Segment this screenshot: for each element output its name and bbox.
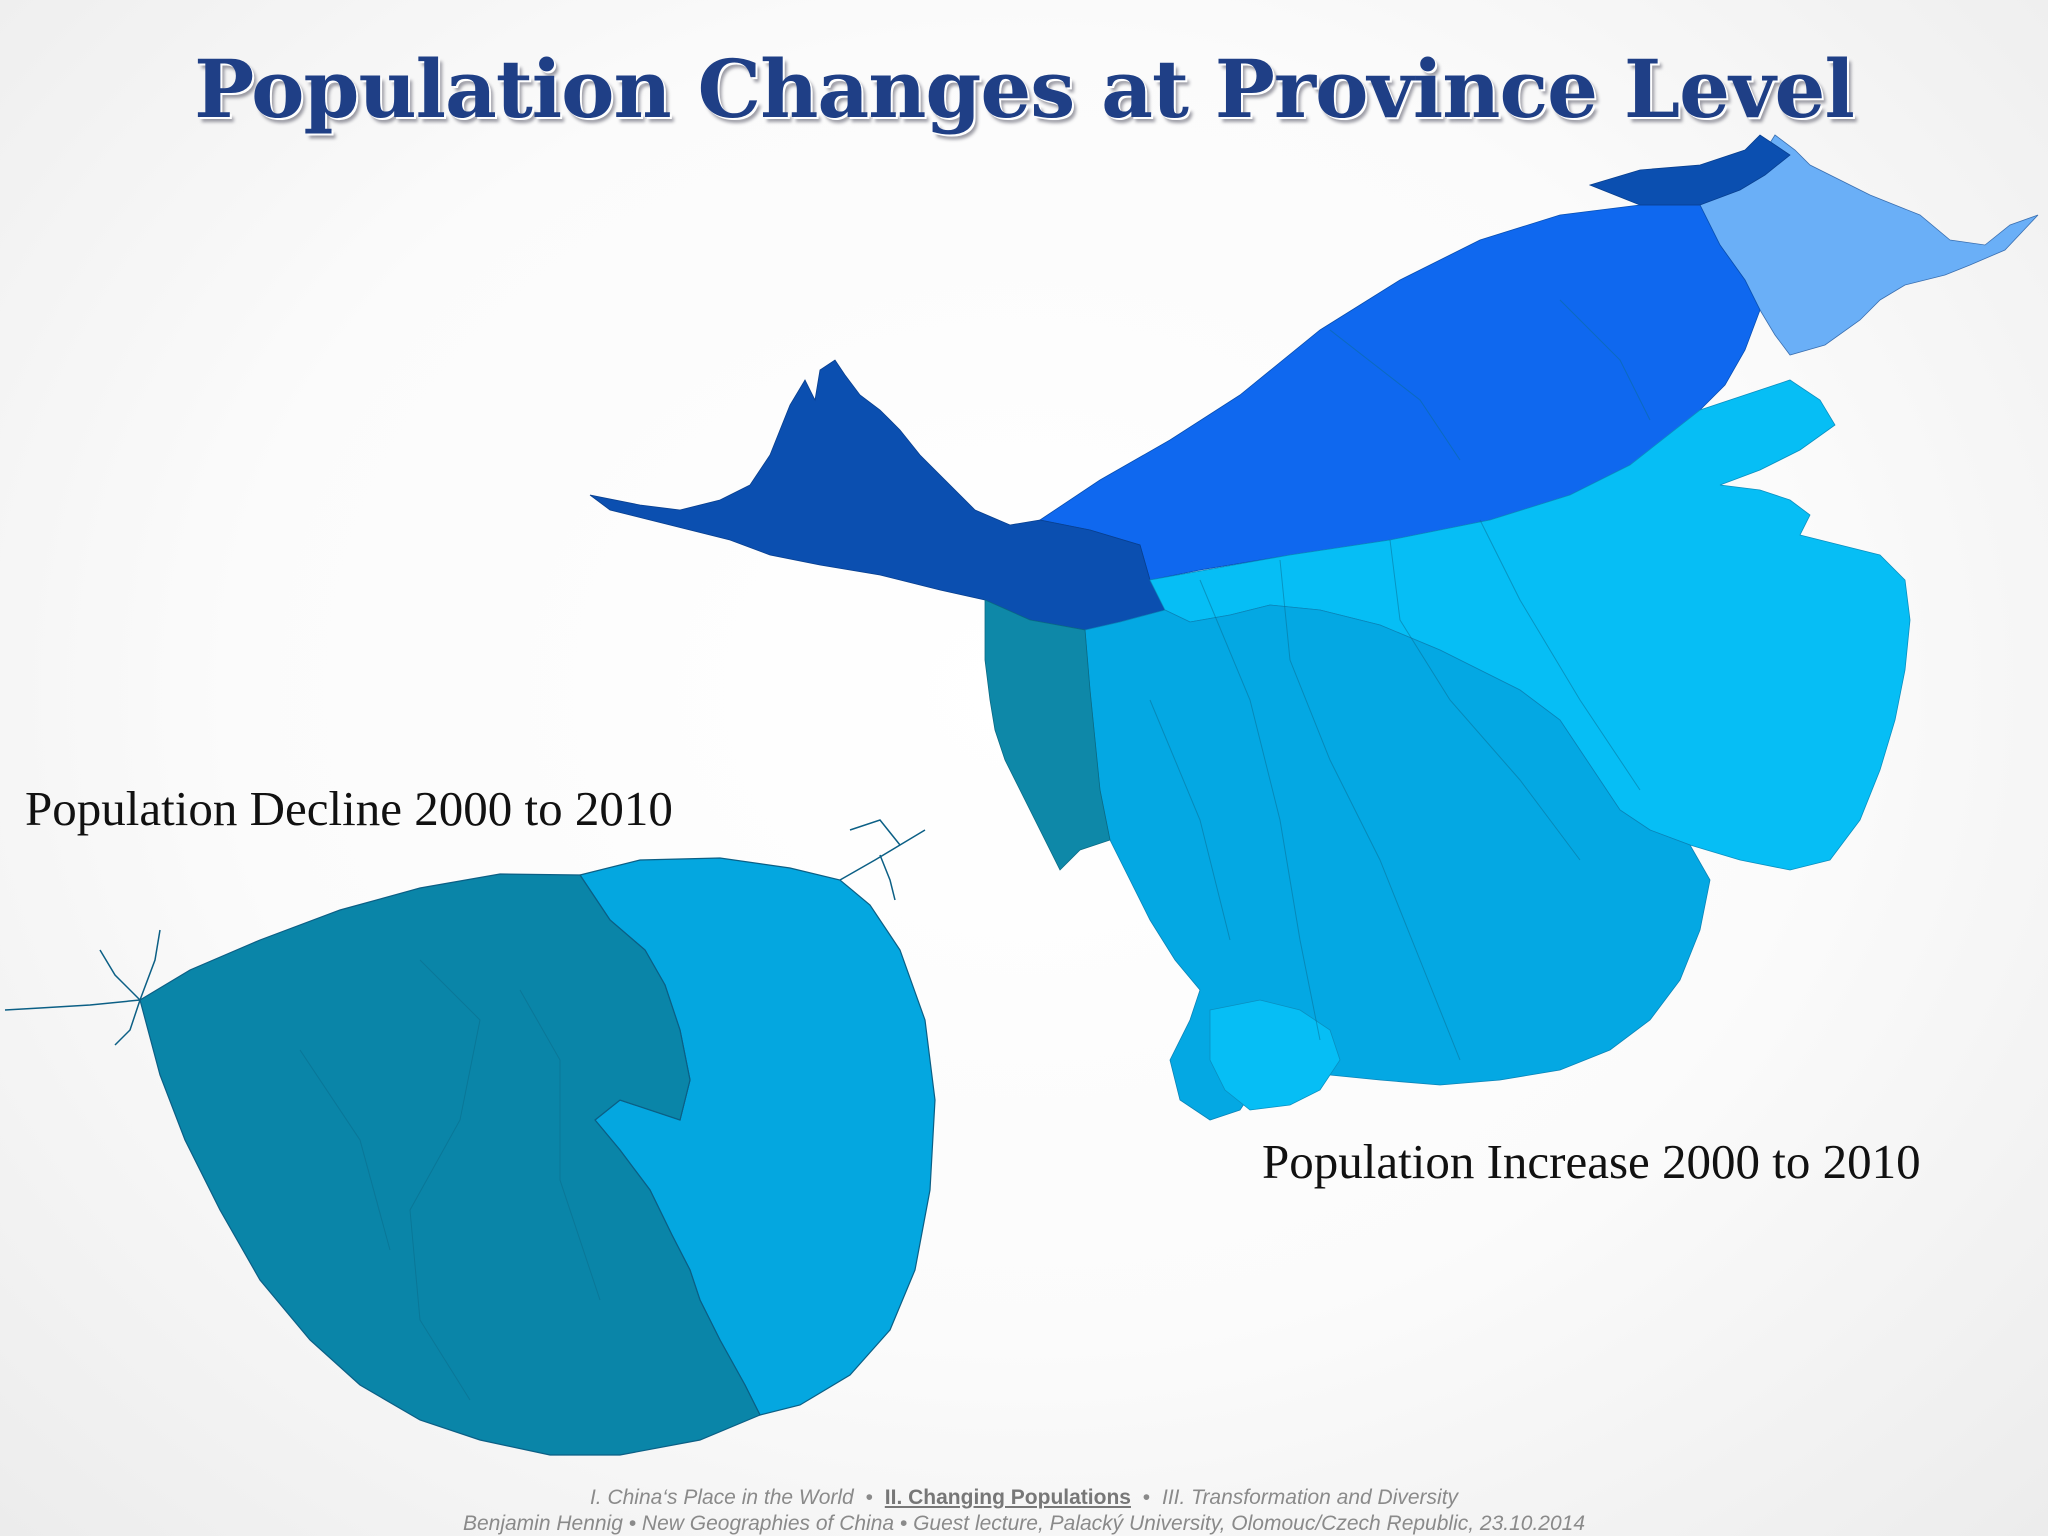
slide-title: Population Changes at Province Level: [194, 42, 1855, 136]
label-population-decline: Population Decline 2000 to 2010: [25, 781, 673, 836]
region-southwest: [984, 599, 1111, 871]
region-south-coast: [1209, 999, 1341, 1111]
footer-credit: Benjamin Hennig • New Geographies of Chi…: [462, 1512, 1586, 1535]
label-population-increase: Population Increase 2000 to 2010: [1262, 1134, 1921, 1189]
increase-cartogram: [589, 134, 2039, 1121]
region-borders: [1149, 299, 1651, 1061]
region-south: [1084, 604, 1711, 1121]
footer-navigation: I. China‘s Place in the World • II. Chan…: [0, 1486, 2048, 1510]
region-northwest: [589, 359, 1166, 631]
region-northeast: [1699, 134, 2039, 356]
footer-nav-item-1: I. China‘s Place in the World: [589, 1486, 854, 1509]
region-decline-dark: [139, 873, 761, 1456]
region-north-mid: [1038, 204, 1761, 581]
decline-cartogram: [4, 819, 936, 1456]
footer-nav-item-2[interactable]: II. Changing Populations: [884, 1486, 1131, 1509]
decline-region-borders: [299, 959, 601, 1401]
footer-separator: •: [1142, 1486, 1151, 1509]
footer-separator: •: [865, 1486, 873, 1509]
footer-nav-item-3: III. Transformation and Diversity: [1162, 1486, 1459, 1509]
decline-tendrils: [4, 819, 926, 1046]
region-north-strip: [1588, 134, 1791, 206]
